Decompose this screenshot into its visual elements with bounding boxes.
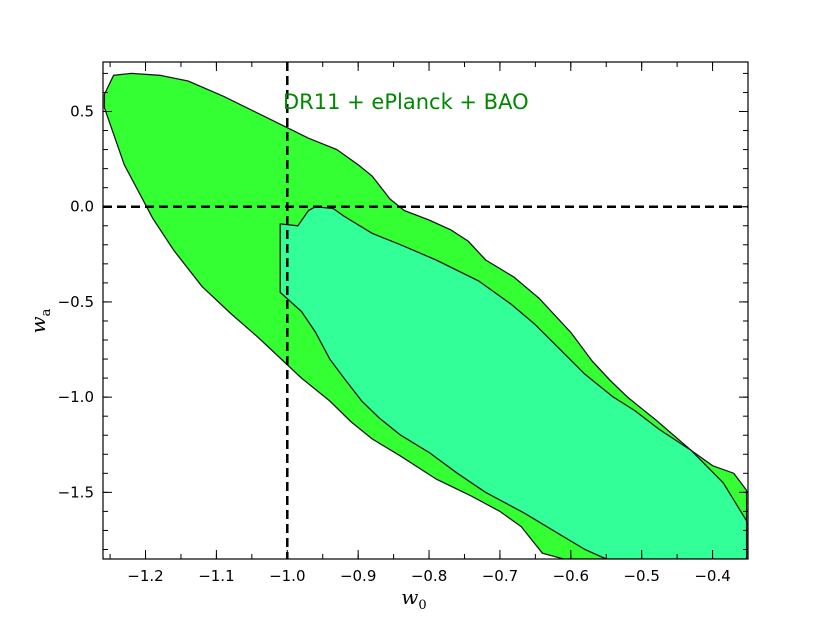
x-tick-label: −0.9 <box>340 567 376 585</box>
x-tick-label: −0.7 <box>482 567 518 585</box>
x-tick-label: −0.6 <box>553 567 589 585</box>
x-tick-label: −1.1 <box>198 567 234 585</box>
annotation-label: DR11 + ePlanck + BAO <box>283 90 529 114</box>
y-axis-label-base: w <box>26 316 50 333</box>
contour-layer <box>103 72 748 559</box>
y-tick-label: 0.5 <box>70 103 94 121</box>
x-axis-label: w0 <box>401 585 426 613</box>
x-tick-label: −0.5 <box>623 567 659 585</box>
x-axis-label-base: w <box>401 585 418 609</box>
x-tick-label: −0.4 <box>694 567 730 585</box>
x-tick-label: −1.0 <box>269 567 305 585</box>
ticks <box>103 62 749 559</box>
plot-frame <box>102 61 749 560</box>
x-axis-label-sub: 0 <box>418 598 426 613</box>
contour-68pct <box>279 206 748 559</box>
y-tick-label: 0.0 <box>70 198 94 216</box>
reference-lines <box>103 62 748 559</box>
y-axis-label: wa <box>26 308 54 333</box>
y-tick-label: −0.5 <box>58 293 94 311</box>
y-tick-label: −1.5 <box>58 483 94 501</box>
x-tick-label: −0.8 <box>411 567 447 585</box>
y-tick-label: −1.0 <box>58 388 94 406</box>
tick-labels: −1.2 −1.1 −1.0 −0.9 −0.8 −0.7 −0.6 −0.5 −0.4 0.5 0… <box>58 103 731 585</box>
y-axis-label-sub: a <box>39 308 54 316</box>
x-tick-label: −1.2 <box>127 567 163 585</box>
